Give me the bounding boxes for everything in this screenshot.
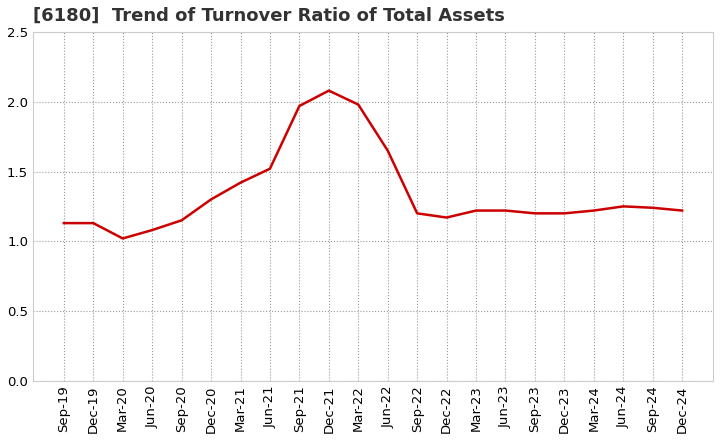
- Text: [6180]  Trend of Turnover Ratio of Total Assets: [6180] Trend of Turnover Ratio of Total …: [33, 7, 505, 25]
